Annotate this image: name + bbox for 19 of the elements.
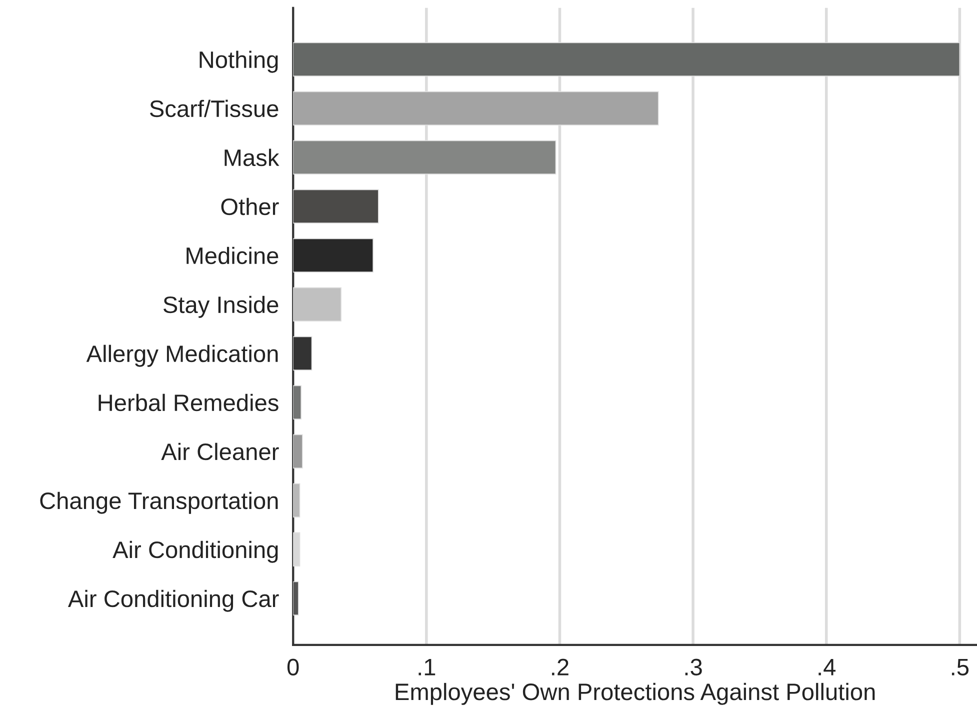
x-tick-label: .1 — [418, 659, 436, 676]
y-tick-label: Scarf/Tissue — [150, 100, 278, 118]
x-axis-title: Employees' Own Protections Against Pollution — [396, 682, 875, 705]
y-tick-label: Air Cleaner — [161, 442, 279, 460]
x-tick-label: .5 — [952, 659, 969, 676]
y-tick-label: Other — [221, 198, 279, 216]
y-tick-label: Mask — [224, 148, 280, 166]
x-tick-label: .4 — [818, 659, 836, 676]
y-tick-label: Air Conditioning — [112, 540, 278, 563]
y-tick-label: Air Conditioning Car — [68, 590, 279, 612]
y-tick-label: Stay Inside — [163, 296, 278, 318]
x-tick-label: .3 — [685, 658, 702, 676]
y-tick-label: Herbal Remedies — [98, 394, 278, 412]
y-tick-label: Allergy Medication — [86, 344, 278, 367]
y-tick-label: Change Transportation — [40, 492, 278, 514]
y-tick-label: Medicine — [186, 246, 278, 264]
x-tick-label: .2 — [552, 658, 568, 676]
y-tick-label: Nothing — [200, 50, 278, 73]
x-tick-label: 0 — [287, 658, 299, 676]
